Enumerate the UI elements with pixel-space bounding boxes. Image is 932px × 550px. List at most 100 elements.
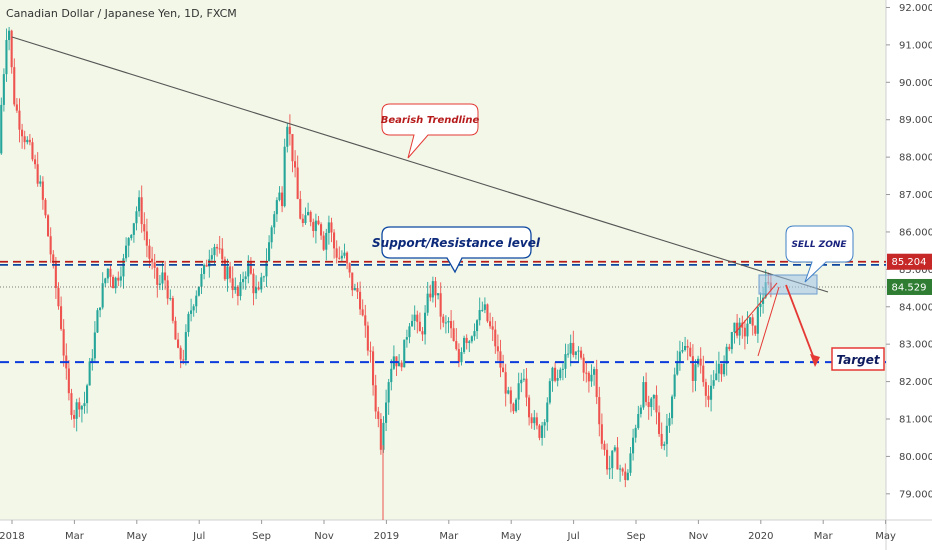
candle-body xyxy=(712,380,715,386)
candle-body xyxy=(343,252,346,256)
time-tick-label: Jul xyxy=(192,531,205,542)
candle-body xyxy=(221,248,224,260)
candle-body xyxy=(730,332,733,350)
candle-body xyxy=(83,403,86,407)
candle-body xyxy=(619,468,622,470)
candle-body xyxy=(203,264,206,274)
time-tick-label: Mar xyxy=(439,531,459,542)
candle-body xyxy=(509,390,512,404)
candle-body xyxy=(600,424,603,444)
candle-body xyxy=(699,358,702,366)
time-tick-label: Sep xyxy=(627,531,646,542)
candle-body xyxy=(746,323,749,337)
candle-body xyxy=(691,356,694,381)
candle-body xyxy=(361,309,364,316)
candle-body xyxy=(213,246,216,256)
candle-body xyxy=(182,359,185,361)
candle-body xyxy=(437,293,440,296)
candle-body xyxy=(715,373,718,381)
target-label-box xyxy=(831,347,885,371)
candle-body xyxy=(169,298,172,300)
candle-body xyxy=(96,310,99,333)
candle-body xyxy=(80,406,83,410)
candle-body xyxy=(613,447,616,451)
candle-body xyxy=(611,450,614,469)
candle-body xyxy=(200,273,203,287)
candle-body xyxy=(153,262,156,268)
candle-body xyxy=(101,283,104,308)
bearish-trendline xyxy=(11,36,829,293)
candle-body xyxy=(104,278,107,284)
candle-body xyxy=(572,342,575,355)
candle-body xyxy=(187,313,190,333)
candle-body xyxy=(507,390,510,394)
candle-body xyxy=(559,369,562,379)
price-tick-label: 84.000 xyxy=(899,302,932,313)
candle-body xyxy=(112,276,115,289)
candle-body xyxy=(686,345,689,348)
candle-body xyxy=(325,232,328,250)
time-tick-label: Nov xyxy=(314,531,334,542)
candle-body xyxy=(533,417,536,424)
price-tick-label: 89.000 xyxy=(899,115,932,126)
candle-body xyxy=(184,332,187,361)
candle-body xyxy=(749,317,752,324)
time-ticks-group: 2018 Mar May Jul Sep Nov 2019 Mar May Jul Sep Nov 20… xyxy=(0,520,896,542)
time-tick-label: Nov xyxy=(689,531,709,542)
candle-body xyxy=(499,351,502,368)
candle-body xyxy=(327,222,330,233)
candle-body xyxy=(281,192,284,207)
candle-body xyxy=(736,322,739,336)
candle-body xyxy=(260,277,263,290)
price-tick-label: 83.000 xyxy=(899,340,932,351)
price-tick-label: 86.000 xyxy=(899,227,932,238)
candle-body xyxy=(177,339,180,348)
price-badge xyxy=(887,278,932,295)
candle-body xyxy=(496,346,499,352)
candle-body xyxy=(751,317,754,326)
candle-body xyxy=(13,67,16,105)
candle-body xyxy=(294,161,297,168)
candle-body xyxy=(262,276,265,278)
candle-body xyxy=(442,316,445,323)
time-tick-label: Jul xyxy=(567,531,580,542)
candle-body xyxy=(489,321,492,327)
candle-body xyxy=(151,258,154,263)
price-tick-label: 85.000 xyxy=(899,265,932,276)
candle-body xyxy=(377,411,380,419)
candle-body xyxy=(494,329,497,347)
candle-body xyxy=(450,320,453,329)
candle-body xyxy=(348,263,351,273)
candle-body xyxy=(535,417,538,426)
time-tick-label: 2019 xyxy=(374,531,399,542)
candle-body xyxy=(73,415,76,419)
candle-body xyxy=(135,211,138,224)
candle-body xyxy=(413,314,416,321)
candle-body xyxy=(733,322,736,333)
candle-body xyxy=(541,425,544,438)
price-tick-label: 79.000 xyxy=(899,489,932,500)
candle-body xyxy=(379,418,382,450)
candle-body xyxy=(569,342,572,354)
candle-body xyxy=(598,397,601,425)
candle-body xyxy=(364,315,367,326)
candle-body xyxy=(226,266,229,280)
candle-body xyxy=(231,278,234,291)
candle-body xyxy=(359,291,362,310)
horizontal-lines-group xyxy=(0,260,886,364)
projection-arrow-line xyxy=(785,284,816,362)
candle-body xyxy=(460,352,463,363)
candle-body xyxy=(439,293,442,317)
sell-zone-callout-bubble xyxy=(785,225,854,283)
candle-body xyxy=(122,258,125,277)
candle-body xyxy=(2,74,5,105)
candle-body xyxy=(257,287,260,290)
candle-body xyxy=(431,281,434,298)
candle-body xyxy=(595,369,598,398)
candle-body xyxy=(132,223,135,235)
candle-body xyxy=(720,363,723,375)
candles-group xyxy=(0,26,772,520)
candle-body xyxy=(320,224,323,236)
candle-body xyxy=(684,345,687,351)
candle-body xyxy=(372,351,375,386)
